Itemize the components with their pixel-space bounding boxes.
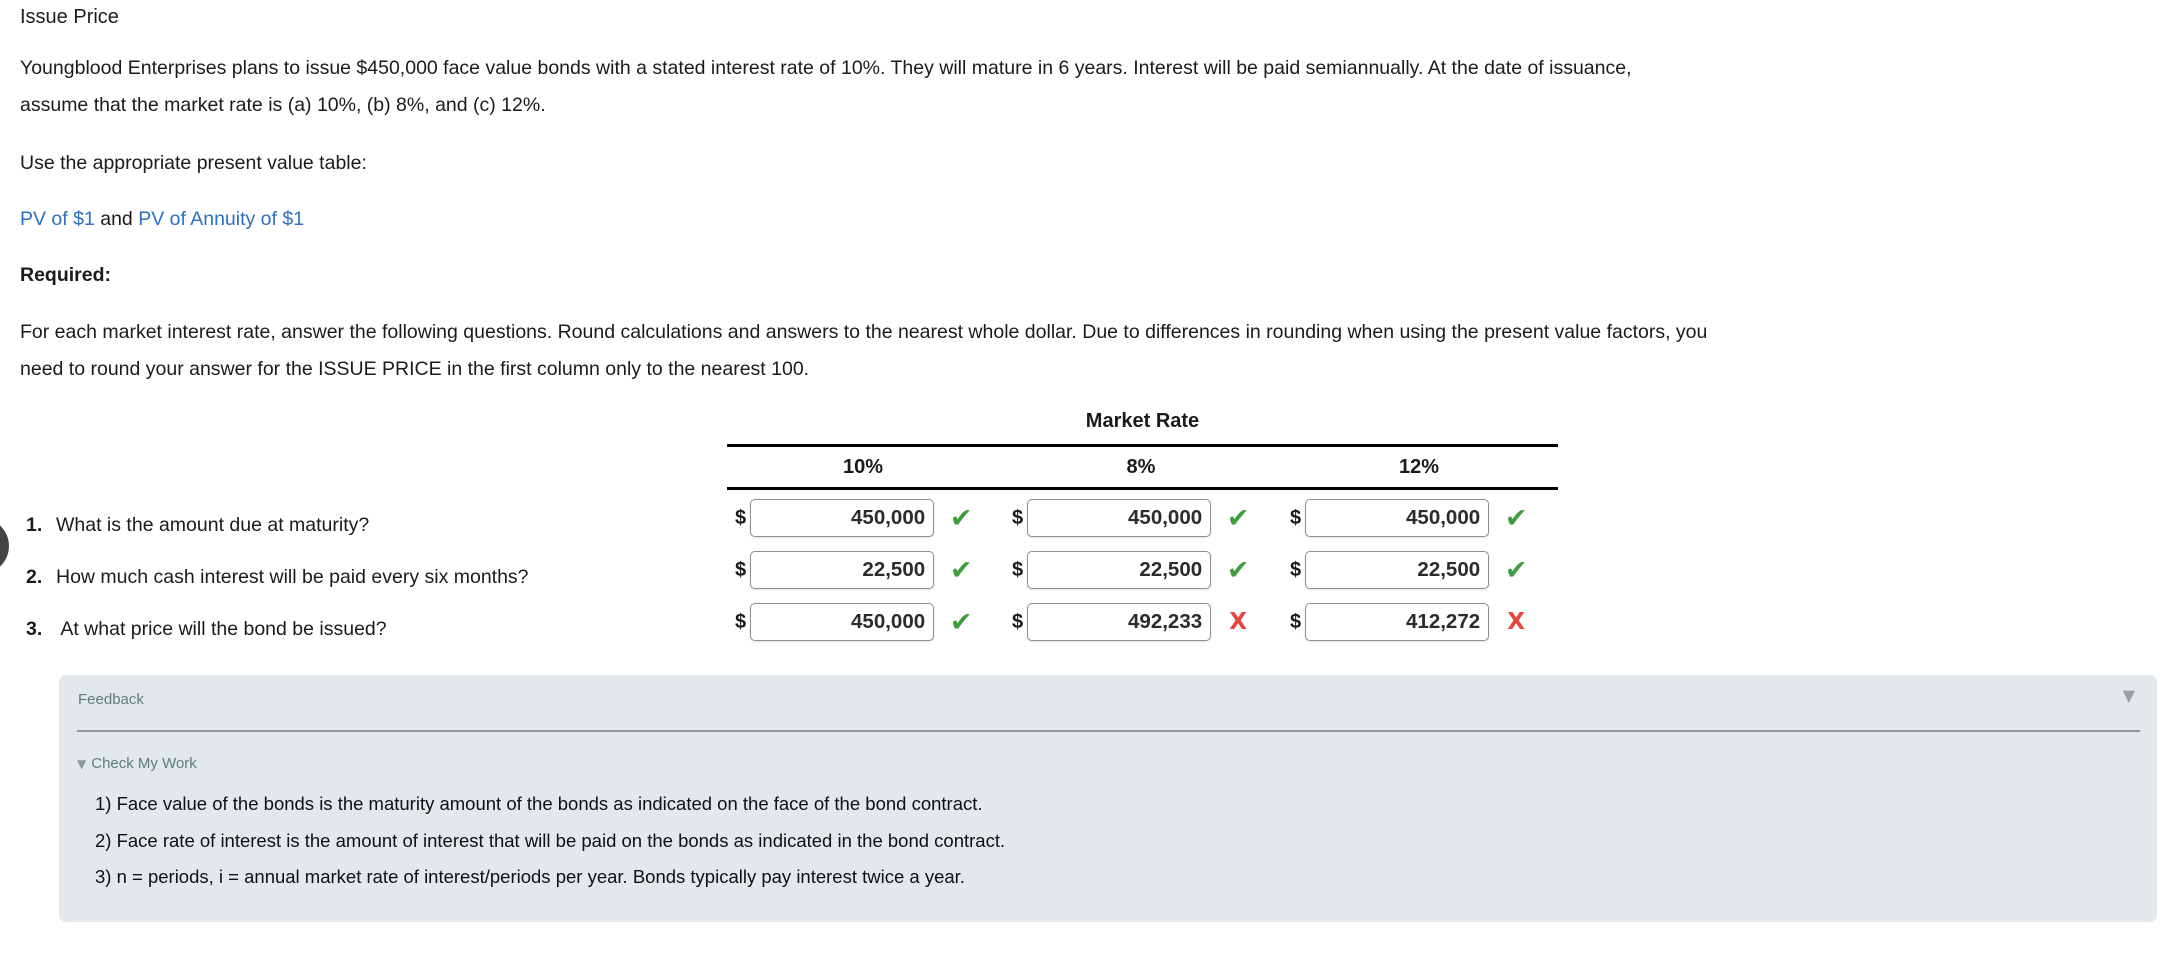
correct-mark-icon: ✔ [949,554,973,586]
feedback-line: 1) Face value of the bonds is the maturi… [95,793,983,814]
feedback-line: 2) Face rate of interest is the amount o… [95,829,1006,851]
column-header-10pct: 10% [842,456,884,478]
currency-symbol: $ [735,558,747,581]
question-number: 3. [26,618,43,640]
answers-table: 1. What is the amount due at maturity? $ … [0,498,2180,654]
answer-input-r3c2[interactable] [1027,603,1212,641]
answer-input-r1c1[interactable] [750,499,935,537]
check-my-work-label: Check My Work [91,755,197,772]
instruction-text-line: need to round your answer for the ISSUE … [20,358,810,380]
currency-symbol: $ [1290,558,1302,581]
answer-cell: $ ✔ [1012,499,1252,537]
answer-cell: $ ✔ [1290,551,1530,589]
table-row: 3. At what price will the bond be issued… [0,602,2180,654]
table-header-market-rate: Market Rate [1085,410,1200,432]
currency-symbol: $ [1290,610,1302,633]
correct-mark-icon: ✔ [1504,554,1528,586]
correct-mark-icon: ✔ [1226,554,1250,586]
pv-of-1-link[interactable]: PV of $1 [20,208,95,230]
answer-cell: $ ✔ [735,499,975,537]
problem-text-line: Youngblood Enterprises plans to issue $4… [20,57,1632,79]
answer-input-r3c3[interactable] [1305,603,1490,641]
incorrect-mark-icon: X [1507,609,1525,635]
answer-cell: $ ✔ [735,551,975,589]
table-column-headers: 10% 8% 12% [724,456,1558,479]
correct-mark-icon: ✔ [1226,502,1250,534]
feedback-title: Feedback [78,691,144,708]
page-edge-circle [0,518,9,574]
currency-symbol: $ [735,610,747,633]
check-my-work-toggle[interactable]: ▼ Check My Work [77,755,197,772]
answer-input-r1c3[interactable] [1305,499,1490,537]
answer-input-r3c1[interactable] [750,603,935,641]
column-header-8pct: 8% [1126,456,1156,478]
page-title: Issue Price [20,6,119,28]
chevron-down-icon: ▼ [77,757,87,771]
table-row: 2. How much cash interest will be paid ev… [0,550,2180,602]
problem-text-line: assume that the market rate is (a) 10%, … [20,94,546,116]
correct-mark-icon: ✔ [949,606,973,638]
answer-cell: $ ✔ [1290,499,1530,537]
answer-cell: $ X [1012,603,1252,641]
question-text: 2. How much cash interest will be paid ev… [26,566,529,588]
table-row: 1. What is the amount due at maturity? $ … [0,498,2180,550]
answer-input-r2c1[interactable] [750,551,935,589]
answer-input-r2c2[interactable] [1027,551,1212,589]
currency-symbol: $ [735,506,747,529]
question-text: 3. At what price will the bond be issued… [26,618,387,640]
incorrect-mark-icon: X [1229,609,1247,635]
feedback-divider [77,730,2140,732]
currency-symbol: $ [1012,506,1024,529]
answer-input-r1c2[interactable] [1027,499,1212,537]
table-rule-bottom [727,487,1558,490]
pv-of-annuity-link[interactable]: PV of Annuity of $1 [138,208,305,230]
pv-table-instruction: Use the appropriate present value table: [20,152,367,174]
problem-statement: Youngblood Enterprises plans to issue $4… [20,50,1632,124]
correct-mark-icon: ✔ [949,502,973,534]
pv-links-row: PV of $1 and PV of Annuity of $1 [20,208,304,231]
required-label: Required: [20,264,112,286]
correct-mark-icon: ✔ [1504,502,1528,534]
instruction-text-line: For each market interest rate, answer th… [20,321,1708,343]
collapse-feedback-icon[interactable]: ▼ [2122,686,2135,705]
feedback-body: 1) Face value of the bonds is the maturi… [95,786,1005,896]
feedback-line: 3) n = periods, i = annual market rate o… [95,866,965,887]
column-header-12pct: 12% [1398,456,1440,478]
answer-cell: $ X [1290,603,1530,641]
currency-symbol: $ [1012,558,1024,581]
answer-cell: $ ✔ [1012,551,1252,589]
table-rule-top [727,444,1558,447]
question-text: 1. What is the amount due at maturity? [26,514,370,536]
currency-symbol: $ [1290,506,1302,529]
feedback-panel: Feedback ▼ ▼ Check My Work 1) Face value … [59,675,2157,922]
link-separator: and [94,208,139,230]
answer-cell: $ ✔ [735,603,975,641]
answer-input-r2c3[interactable] [1305,551,1490,589]
rounding-instructions: For each market interest rate, answer th… [20,314,1707,388]
question-number: 1. [26,514,43,536]
question-number: 2. [26,566,43,588]
currency-symbol: $ [1012,610,1024,633]
